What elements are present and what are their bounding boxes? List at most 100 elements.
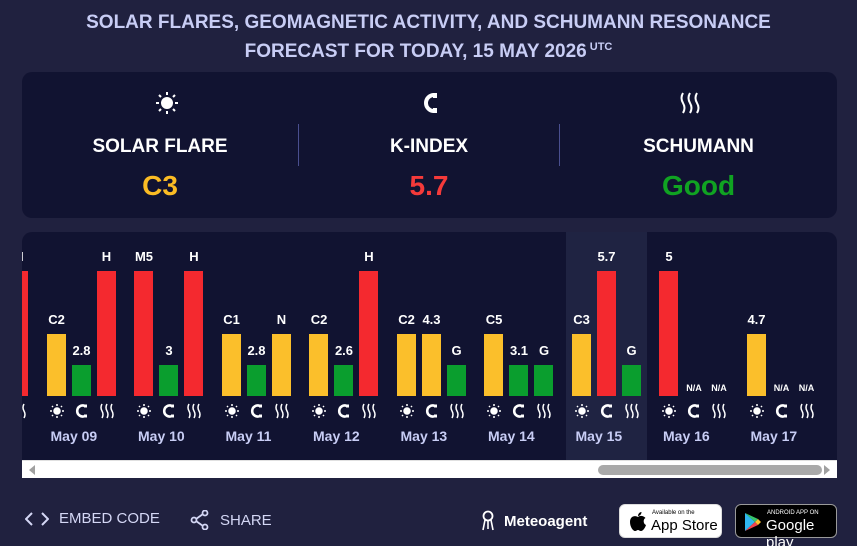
magnet-icon (425, 404, 437, 418)
magnet-icon (600, 404, 612, 418)
app-store-badge[interactable]: Available on the App Store (619, 504, 722, 538)
scroll-thumb[interactable] (598, 465, 822, 475)
bar-label-kindex: 4.3 (422, 312, 441, 327)
bar-label-schumann: G (538, 343, 550, 358)
date-label: May 11 (225, 428, 272, 444)
bar-solar (134, 271, 153, 396)
bar-kindex (334, 365, 353, 396)
kindex-value: 5.7 (409, 170, 449, 201)
bar-label-solar: C3 (573, 312, 590, 327)
google-play-big: Google play (766, 517, 815, 546)
date-label: May 09 (50, 428, 98, 444)
bar-solar (484, 334, 503, 396)
bar-label-solar: M5 (134, 249, 154, 264)
sun-icon (49, 404, 64, 418)
magnet-icon (337, 404, 349, 418)
bar-label-solar: C5 (485, 312, 503, 327)
solar-flare-value: C3 (142, 170, 178, 201)
bar-schumann (534, 365, 553, 396)
waves-icon (624, 403, 639, 419)
date-label: May 10 (138, 428, 185, 444)
sun-icon (137, 404, 151, 418)
horizontal-scrollbar[interactable] (22, 460, 837, 478)
sun-icon (662, 404, 676, 418)
scroll-left-icon[interactable] (26, 464, 38, 476)
date-label: May 17 (750, 428, 798, 444)
bar-label-kindex: 5.7 (597, 249, 616, 264)
share-label: SHARE (220, 511, 272, 529)
meteoagent-link[interactable]: Meteoagent (480, 510, 587, 532)
bar-schumann (621, 365, 641, 396)
bar-solar (659, 271, 678, 396)
google-play-badge[interactable]: ANDROID APP ON Google play (735, 504, 837, 546)
google-play-small: ANDROID APP ON (767, 510, 819, 516)
sun-icon (224, 404, 239, 418)
embed-code-button[interactable]: EMBED CODE (25, 510, 160, 527)
bar-solar (46, 334, 66, 396)
bar-solar (396, 334, 416, 396)
bar-label-schumann: N (276, 312, 287, 327)
date-label: May 13 (400, 428, 448, 444)
bar-label-solar: C2 (48, 312, 65, 327)
date-label: May 12 (313, 428, 360, 444)
bar-label-kindex: 3.1 (509, 343, 529, 358)
solar-flare-label: SOLAR FLARE (92, 136, 228, 157)
date-label: May 14 (488, 428, 535, 444)
bar-solar (221, 334, 241, 396)
sun-icon (574, 404, 589, 418)
bar-schumann (446, 365, 466, 396)
waves-icon (680, 92, 700, 114)
bar-label-kindex: N/A (773, 383, 790, 393)
bar-label-schumann: G (451, 343, 462, 358)
code-icon (25, 511, 49, 526)
bar-kindex (246, 365, 266, 396)
bar-label-schumann: G (626, 343, 637, 358)
waves-icon (799, 403, 814, 419)
waves-icon (449, 403, 464, 419)
bar-schumann (184, 271, 203, 396)
magnet-icon (687, 404, 699, 418)
bar-kindex (159, 365, 178, 396)
bar-label-kindex: 2.8 (72, 343, 91, 358)
bar-label-kindex: N/A (686, 383, 702, 393)
bar-schumann (22, 271, 28, 396)
magnet-icon (775, 404, 787, 418)
divider (559, 124, 560, 166)
schumann-label: SCHUMANN (643, 136, 754, 157)
schumann-value: Good (661, 170, 736, 201)
summary-solar: SOLAR FLARE C3 (22, 72, 298, 218)
bar-label-solar: 5 (665, 249, 673, 264)
waves-icon (274, 403, 289, 419)
summary-kindex: K-INDEX 5.7 (299, 72, 559, 218)
scroll-right-icon[interactable] (821, 464, 833, 476)
share-button[interactable]: SHARE (190, 510, 272, 530)
app-store-small: Available on the (652, 510, 695, 516)
forecast-timeline[interactable]: H C2 2.8 H May 09 M5 3 H May 10 C1 2.8 N May 11 C2 2.6… (22, 232, 837, 460)
utc-label: UTC (589, 41, 613, 53)
bar-label-schumann: H (364, 249, 374, 264)
waves-icon (537, 403, 551, 419)
bar-label-kindex: 3 (165, 343, 173, 358)
waves-icon (99, 403, 114, 419)
bar-label-schumann: H (22, 249, 34, 264)
title-line-1: SOLAR FLARES, GEOMAGNETIC ACTIVITY, AND … (86, 12, 771, 33)
sun-icon (399, 404, 414, 418)
google-play-icon (745, 513, 761, 531)
share-icon (190, 510, 209, 530)
magnet-icon (424, 93, 437, 113)
bar-kindex (509, 365, 528, 396)
date-label: May 15 (575, 428, 623, 444)
waves-icon (712, 403, 726, 419)
summary-schumann: SCHUMANN Good (560, 72, 837, 218)
bar-label-solar: C1 (223, 312, 240, 327)
date-label: May 16 (663, 428, 710, 444)
bar-solar (571, 334, 591, 396)
bar-label-solar: 4.7 (747, 312, 766, 327)
bar-label-schumann: H (101, 249, 112, 264)
bar-solar (746, 334, 766, 396)
magnet-icon (512, 404, 524, 418)
waves-icon (22, 403, 26, 419)
embed-code-label: EMBED CODE (59, 510, 160, 527)
app-store-big: App Store (651, 517, 718, 534)
divider (298, 124, 299, 166)
